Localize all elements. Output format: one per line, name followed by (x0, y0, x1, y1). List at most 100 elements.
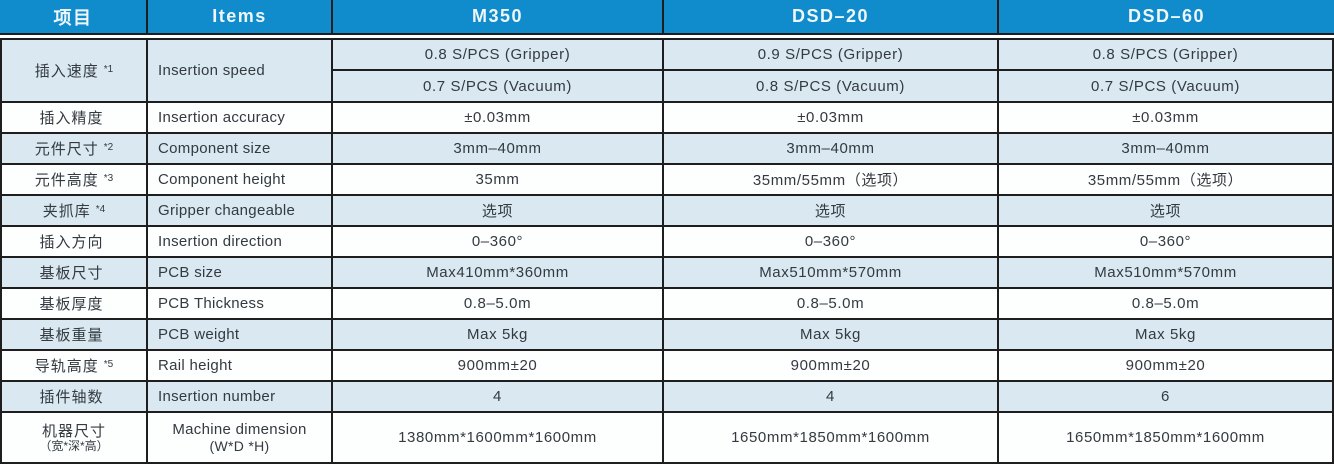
label-cn-text: 机器尺寸 (41, 422, 106, 440)
cell-m350-speed-vacuum: 0.7 S/PCS (Vacuum) (333, 71, 664, 103)
cell-dsd60-machine-dimension: 1650mm*1850mm*1600mm (999, 413, 1334, 464)
label-cn-subtext: （宽*深*高） (39, 438, 109, 453)
header-model-m350: M350 (333, 0, 664, 35)
cell-dsd20: 4 (664, 382, 999, 413)
table-row-gripper-changeable: 夹抓库 *4 Gripper changeable 选项 选项 选项 (0, 196, 1334, 227)
row-label-cn-insertion-speed: 插入速度 *1 (0, 38, 148, 103)
cell-m350: 900mm±20 (333, 351, 664, 382)
row-label-cn: 元件高度 *3 (0, 165, 148, 196)
cell-dsd60: 0–360° (999, 227, 1334, 258)
table-row-insertion-speed-vacuum: 0.7 S/PCS (Vacuum) 0.8 S/PCS (Vacuum) 0.… (0, 71, 1334, 103)
cell-dsd20: 0–360° (664, 227, 999, 258)
table-row-pcb-thickness: 基板厚度 PCB Thickness 0.8–5.0m 0.8–5.0m 0.8… (0, 289, 1334, 320)
label-cn-text: 元件高度 (34, 172, 99, 189)
cell-dsd20: 0.8–5.0m (664, 289, 999, 320)
cell-m350: 4 (333, 382, 664, 413)
cell-dsd60: Max510mm*570mm (999, 258, 1334, 289)
header-gap-line (0, 35, 1334, 38)
cell-dsd60-speed-vacuum: 0.7 S/PCS (Vacuum) (999, 71, 1334, 103)
label-cn-text: 基板尺寸 (39, 265, 104, 282)
footnote-mark: *4 (95, 204, 106, 215)
label-en-text: Machine dimension (172, 421, 307, 438)
row-label-cn: 夹抓库 *4 (0, 196, 148, 227)
row-label-cn-machine: 机器尺寸 （宽*深*高） (0, 413, 148, 464)
table-row-rail-height: 导轨高度 *5 Rail height 900mm±20 900mm±20 900… (0, 351, 1334, 382)
table-row-pcb-weight: 基板重量 PCB weight Max 5kg Max 5kg Max 5kg (0, 320, 1334, 351)
row-label-en: Insertion direction (148, 227, 333, 258)
row-label-cn: 基板厚度 (0, 289, 148, 320)
cell-dsd20: 3mm–40mm (664, 134, 999, 165)
cell-m350: 0–360° (333, 227, 664, 258)
label-cn-text: 插入方向 (39, 234, 104, 251)
footnote-mark: *2 (103, 142, 114, 153)
footnote-mark: *3 (103, 173, 114, 184)
row-label-en: Rail height (148, 351, 333, 382)
cell-dsd60: 选项 (999, 196, 1334, 227)
cell-dsd60: 3mm–40mm (999, 134, 1334, 165)
cell-m350: Max 5kg (333, 320, 664, 351)
row-label-en: PCB Thickness (148, 289, 333, 320)
label-cn-text: 插入精度 (39, 110, 104, 127)
header-item-en: Items (148, 0, 333, 35)
table-row-machine-dimension: 机器尺寸 （宽*深*高） Machine dimension (W*D *H) … (0, 413, 1334, 464)
cell-m350: 选项 (333, 196, 664, 227)
cell-m350: Max410mm*360mm (333, 258, 664, 289)
row-label-cn: 基板重量 (0, 320, 148, 351)
label-cn-text: 基板重量 (39, 327, 104, 344)
cell-dsd60: ±0.03mm (999, 103, 1334, 134)
cell-m350: 3mm–40mm (333, 134, 664, 165)
cell-m350: 0.8–5.0m (333, 289, 664, 320)
cell-dsd60: 6 (999, 382, 1334, 413)
label-cn-text: 插件轴数 (39, 389, 104, 406)
cell-dsd60: 900mm±20 (999, 351, 1334, 382)
cell-m350-speed-gripper: 0.8 S/PCS (Gripper) (333, 38, 664, 71)
cell-m350: 35mm (333, 165, 664, 196)
row-label-cn: 导轨高度 *5 (0, 351, 148, 382)
footnote-mark: *5 (103, 359, 114, 370)
footnote-mark: *1 (103, 64, 114, 75)
label-cn-text: 插入速度 (34, 63, 99, 80)
table-row-insertion-direction: 插入方向 Insertion direction 0–360° 0–360° 0… (0, 227, 1334, 258)
label-cn-text: 基板厚度 (39, 296, 104, 313)
row-label-cn: 元件尺寸 *2 (0, 134, 148, 165)
row-label-cn: 插入精度 (0, 103, 148, 134)
cell-dsd60: 35mm/55mm（选项） (999, 165, 1334, 196)
table-row-component-height: 元件高度 *3 Component height 35mm 35mm/55mm（选… (0, 165, 1334, 196)
table-row-insertion-number: 插件轴数 Insertion number 4 4 6 (0, 382, 1334, 413)
cell-dsd20: 选项 (664, 196, 999, 227)
cell-dsd20: Max 5kg (664, 320, 999, 351)
header-item-cn: 项目 (0, 0, 148, 35)
table-row-component-size: 元件尺寸 *2 Component size 3mm–40mm 3mm–40mm … (0, 134, 1334, 165)
header-row: 项目 Items M350 DSD–20 DSD–60 (0, 0, 1334, 35)
cell-m350-machine-dimension: 1380mm*1600mm*1600mm (333, 413, 664, 464)
row-label-cn: 基板尺寸 (0, 258, 148, 289)
row-label-en: Insertion accuracy (148, 103, 333, 134)
cell-dsd20-speed-vacuum: 0.8 S/PCS (Vacuum) (664, 71, 999, 103)
row-label-en: Insertion number (148, 382, 333, 413)
cell-dsd20: ±0.03mm (664, 103, 999, 134)
table-row-insertion-speed-gripper: 插入速度 *1 Insertion speed 0.8 S/PCS (Grippe… (0, 38, 1334, 103)
label-cn-text: 元件尺寸 (34, 141, 99, 158)
cell-dsd20-machine-dimension: 1650mm*1850mm*1600mm (664, 413, 999, 464)
cell-dsd20: 35mm/55mm（选项） (664, 165, 999, 196)
cell-m350: ±0.03mm (333, 103, 664, 134)
row-label-en: Component size (148, 134, 333, 165)
label-cn-text: 夹抓库 (42, 203, 91, 220)
row-label-en-insertion-speed: Insertion speed (148, 38, 333, 103)
table-row-insertion-accuracy: 插入精度 Insertion accuracy ±0.03mm ±0.03mm … (0, 103, 1334, 134)
cell-dsd60-speed-gripper: 0.8 S/PCS (Gripper) (999, 38, 1334, 71)
row-label-cn: 插入方向 (0, 227, 148, 258)
row-label-en: Component height (148, 165, 333, 196)
row-label-en-machine: Machine dimension (W*D *H) (148, 413, 333, 464)
cell-dsd60: Max 5kg (999, 320, 1334, 351)
header-model-dsd60: DSD–60 (999, 0, 1334, 35)
cell-dsd60: 0.8–5.0m (999, 289, 1334, 320)
cell-dsd20: Max510mm*570mm (664, 258, 999, 289)
label-en-subtext: (W*D *H) (209, 438, 270, 454)
table-row-pcb-size: 基板尺寸 PCB size Max410mm*360mm Max510mm*57… (0, 258, 1334, 289)
header-model-dsd20: DSD–20 (664, 0, 999, 35)
row-label-en: Gripper changeable (148, 196, 333, 227)
row-label-cn: 插件轴数 (0, 382, 148, 413)
cell-dsd20-speed-gripper: 0.9 S/PCS (Gripper) (664, 38, 999, 71)
